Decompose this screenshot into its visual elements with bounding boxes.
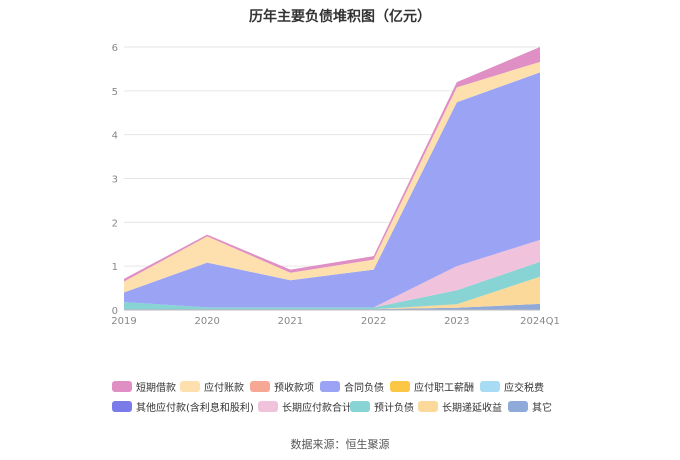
legend-label: 长期递延收益 (442, 402, 502, 414)
legend-label: 短期借款 (136, 382, 176, 394)
data-source: 数据来源：恒生聚源 (290, 438, 390, 451)
y-tick-label: 2 (112, 218, 118, 229)
series-area (124, 72, 540, 308)
legend-label: 应付职工薪酬 (414, 382, 474, 394)
legend-swatch (112, 400, 132, 412)
legend-label: 应付账款 (204, 382, 244, 394)
y-tick-label: 0 (112, 306, 118, 317)
legend-label: 预收款项 (274, 382, 314, 394)
y-tick-label: 3 (112, 175, 118, 186)
x-tick-label: 2020 (194, 316, 219, 327)
series-area (124, 61, 540, 293)
legend-swatch (180, 380, 200, 392)
series-area (124, 261, 540, 310)
legend-item[interactable]: 预计负债 (350, 399, 418, 414)
legend-item[interactable]: 应交税费 (480, 379, 550, 394)
legend-item[interactable]: 短期借款 (112, 379, 180, 394)
series-area (124, 47, 540, 282)
stacked-area-plot: 0 1 2 3 4 5 6 2019 2020 2021 2022 2023 2024Q1 (111, 43, 560, 327)
legend-label: 其它 (532, 402, 552, 414)
series-area (124, 303, 540, 310)
legend-swatch (112, 380, 132, 392)
x-tick-label: 2021 (278, 316, 303, 327)
legend-item[interactable]: 长期应付款合计 (258, 399, 352, 414)
legend-label: 其他应付款(含利息和股利) (136, 402, 254, 414)
y-tick-label: 1 (112, 262, 118, 273)
y-tick-label: 4 (112, 131, 118, 142)
legend-item[interactable]: 预收款项 (250, 379, 320, 394)
legend-item[interactable]: 应付账款 (180, 379, 250, 394)
legend-swatch (250, 380, 270, 392)
legend-label: 预计负债 (374, 402, 414, 414)
legend-swatch (480, 380, 500, 392)
legend-item[interactable]: 应付职工薪酬 (390, 379, 480, 394)
legend-swatch (350, 400, 370, 412)
legend-row: 其他应付款(含利息和股利) 长期应付款合计 预计负债 长期递延收益 其它 (112, 396, 582, 416)
x-tick-label: 2019 (111, 316, 136, 327)
y-tick-label: 6 (112, 43, 118, 54)
legend: 短期借款 应付账款 预收款项 合同负债 应付职工薪酬 应交税费其他应付款(含利息和股利) 长… (112, 376, 582, 416)
legend-label: 长期应付款合计 (282, 402, 352, 414)
series-area (124, 239, 540, 308)
legend-swatch (390, 380, 410, 392)
legend-swatch (418, 400, 438, 412)
legend-label: 合同负债 (344, 382, 384, 394)
legend-item[interactable]: 其他应付款(含利息和股利) (112, 399, 258, 414)
legend-item[interactable]: 长期递延收益 (418, 399, 508, 414)
legend-row: 短期借款 应付账款 预收款项 合同负债 应付职工薪酬 应交税费 (112, 376, 582, 396)
x-tick-label: 2022 (361, 316, 386, 327)
legend-swatch (320, 380, 340, 392)
legend-swatch (258, 400, 278, 412)
legend-item[interactable]: 其它 (508, 399, 558, 414)
legend-item[interactable]: 合同负债 (320, 379, 390, 394)
x-tick-label: 2024Q1 (520, 316, 560, 327)
y-tick-label: 5 (112, 87, 118, 98)
chart-title: 历年主要负债堆积图（亿元） (249, 9, 431, 25)
x-tick-label: 2023 (444, 316, 469, 327)
legend-label: 应交税费 (504, 382, 544, 394)
legend-swatch (508, 400, 528, 412)
